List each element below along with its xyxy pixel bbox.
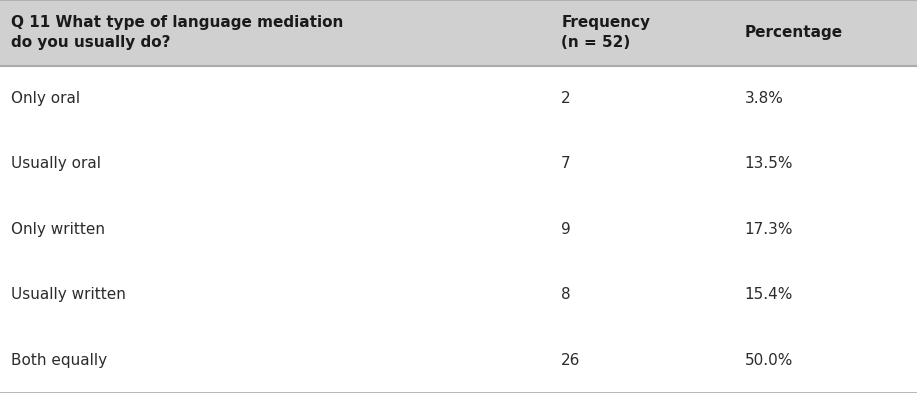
Text: 13.5%: 13.5%	[745, 156, 793, 171]
Bar	[0, 196, 917, 262]
Bar	[0, 0, 917, 66]
Text: 7: 7	[561, 156, 570, 171]
Text: Usually oral: Usually oral	[11, 156, 101, 171]
Text: 9: 9	[561, 222, 571, 237]
Text: 17.3%: 17.3%	[745, 222, 793, 237]
Text: 50.0%: 50.0%	[745, 353, 793, 368]
Text: 3.8%: 3.8%	[745, 91, 783, 106]
Bar	[0, 131, 917, 196]
Bar	[0, 262, 917, 327]
Text: Q 11 What type of language mediation
do you usually do?: Q 11 What type of language mediation do …	[11, 15, 343, 50]
Text: Frequency
(n = 52): Frequency (n = 52)	[561, 15, 650, 50]
Text: 15.4%: 15.4%	[745, 287, 793, 302]
Text: Both equally: Both equally	[11, 353, 107, 368]
Text: Only oral: Only oral	[11, 91, 80, 106]
Text: Only written: Only written	[11, 222, 105, 237]
Text: Percentage: Percentage	[745, 25, 843, 40]
Text: 2: 2	[561, 91, 570, 106]
Text: 26: 26	[561, 353, 580, 368]
Bar	[0, 66, 917, 131]
Text: 8: 8	[561, 287, 570, 302]
Bar	[0, 327, 917, 393]
Text: Usually written: Usually written	[11, 287, 126, 302]
